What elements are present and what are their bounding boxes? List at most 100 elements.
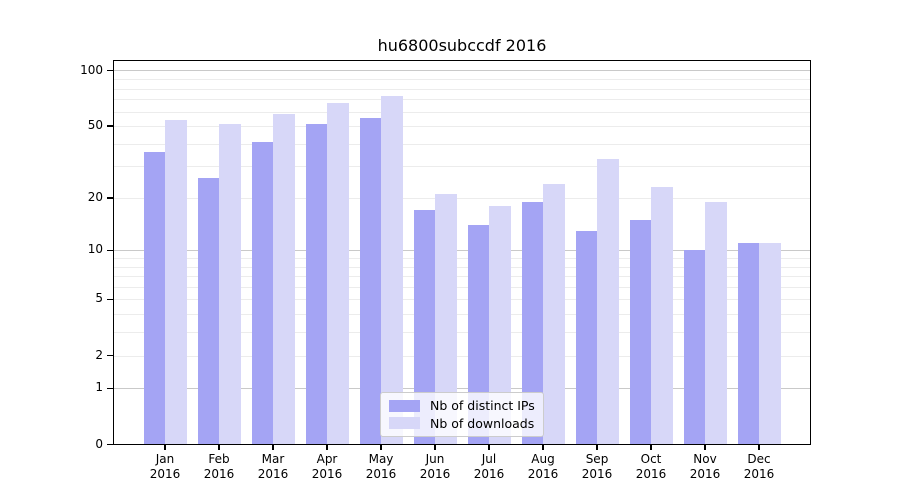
bar-distinct-ips — [575, 230, 597, 445]
gridline-minor — [113, 332, 811, 334]
legend-item-downloads: Nb of downloads — [389, 415, 535, 431]
bar-downloads — [435, 194, 457, 445]
bar-distinct-ips — [251, 141, 273, 445]
bar-downloads — [597, 158, 619, 445]
gridline-minor — [113, 299, 811, 301]
y-tick — [107, 354, 113, 357]
gridline-minor — [113, 314, 811, 316]
gridline-minor — [113, 111, 811, 113]
bar-distinct-ips — [737, 243, 759, 445]
gridline-major — [113, 249, 811, 251]
bar-distinct-ips — [197, 177, 219, 445]
gridline-minor — [113, 355, 811, 357]
x-tick — [218, 444, 220, 450]
bar-downloads — [489, 206, 511, 445]
bar-distinct-ips — [521, 201, 543, 445]
y-tick-label: 1 — [95, 380, 103, 395]
bar-distinct-ips — [683, 250, 705, 445]
x-tick-label-month: Oct — [640, 452, 662, 466]
x-tick — [758, 444, 760, 450]
x-tick-label-year: 2016 — [689, 467, 721, 481]
y-tick — [107, 443, 113, 446]
y-tick-label: 20 — [87, 189, 103, 204]
bar-downloads — [705, 201, 727, 445]
x-tick-label-month: May — [368, 452, 394, 466]
y-tick — [107, 387, 113, 389]
gridline-minor — [113, 99, 811, 101]
x-tick-label-month: Feb — [208, 452, 230, 466]
bar-downloads — [543, 183, 565, 445]
gridline-major — [113, 70, 811, 72]
bar-downloads — [651, 187, 673, 445]
legend-swatch-distinct-ips-icon — [389, 399, 420, 412]
x-tick-label-month: Dec — [747, 452, 771, 466]
bar-downloads — [327, 102, 349, 445]
x-tick-label-month: Sep — [585, 452, 609, 466]
bar-distinct-ips — [359, 118, 381, 445]
x-tick-label-month: Jun — [425, 452, 445, 466]
bar-distinct-ips — [413, 210, 435, 445]
x-tick — [542, 444, 544, 450]
y-tick — [107, 70, 113, 72]
x-tick — [434, 444, 436, 450]
y-tick-label: 0 — [95, 436, 103, 451]
legend-label-downloads: Nb of downloads — [430, 415, 535, 431]
gridline-minor — [113, 266, 811, 268]
chart-title: hu6800subccdf 2016 — [377, 36, 547, 55]
x-tick-label-year: 2016 — [203, 467, 235, 481]
bar-downloads — [759, 243, 781, 445]
x-tick — [326, 444, 328, 450]
legend-label-distinct-ips: Nb of distinct IPs — [430, 397, 535, 413]
x-tick-label-month: Mar — [261, 452, 285, 466]
x-tick-label-month: Nov — [693, 452, 717, 466]
y-tick-label: 10 — [87, 242, 103, 257]
gridline-minor — [113, 276, 811, 278]
x-tick-label-year: 2016 — [365, 467, 397, 481]
x-tick-label-year: 2016 — [743, 467, 775, 481]
y-tick-label: 2 — [95, 347, 103, 362]
y-tick-label: 100 — [80, 62, 103, 77]
y-tick — [107, 249, 113, 251]
x-tick-label-month: Apr — [316, 452, 338, 466]
x-tick-label-year: 2016 — [473, 467, 505, 481]
x-tick — [380, 444, 382, 450]
x-tick — [596, 444, 598, 450]
y-tick-label: 50 — [87, 118, 103, 133]
gridline-minor — [113, 258, 811, 259]
gridline-minor — [113, 88, 811, 90]
x-tick-label-year: 2016 — [311, 467, 343, 481]
bar-distinct-ips — [629, 219, 651, 445]
legend-item-distinct-ips: Nb of distinct IPs — [389, 397, 535, 413]
x-tick-label-year: 2016 — [635, 467, 667, 481]
x-tick-label-month: Aug — [531, 452, 555, 466]
gridline-minor — [113, 197, 811, 199]
x-tick — [164, 444, 166, 450]
x-tick-label-year: 2016 — [527, 467, 559, 481]
bar-distinct-ips — [305, 124, 327, 445]
x-tick-label-year: 2016 — [581, 467, 613, 481]
gridline-minor — [113, 126, 811, 128]
x-tick-label-year: 2016 — [257, 467, 289, 481]
x-tick — [272, 444, 274, 450]
gridline-minor — [113, 79, 811, 81]
bar-downloads — [381, 95, 403, 445]
bar-downloads — [165, 119, 187, 445]
y-tick — [107, 298, 113, 300]
bar-distinct-ips — [143, 152, 165, 445]
gridline-minor — [113, 166, 811, 168]
y-tick — [107, 125, 113, 127]
y-tick-label: 5 — [95, 291, 103, 306]
gridline-minor — [113, 143, 811, 145]
x-tick-label-year: 2016 — [419, 467, 451, 481]
y-tick — [107, 197, 113, 199]
legend-swatch-downloads-icon — [389, 417, 420, 430]
x-tick-label-month: Jul — [481, 452, 497, 466]
bar-downloads — [219, 124, 241, 445]
x-tick-label-month: Jan — [155, 452, 175, 466]
gridline-major — [113, 387, 811, 389]
x-tick — [488, 444, 490, 450]
gridline-minor — [113, 286, 811, 288]
x-tick-label-year: 2016 — [149, 467, 181, 481]
bar-downloads — [273, 114, 295, 445]
